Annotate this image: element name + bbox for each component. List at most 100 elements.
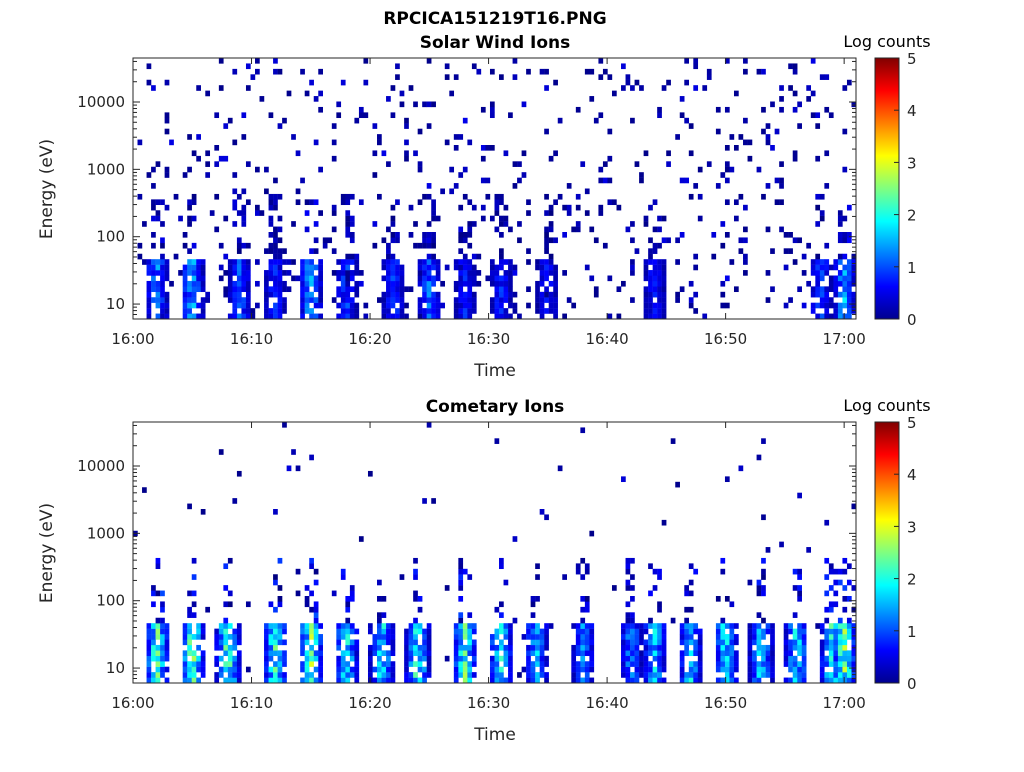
spectrogram-cell [236,275,242,282]
spectrogram-cell [810,58,816,64]
spectrogram-cell [367,623,373,629]
spectrogram-cell [797,639,802,646]
spectrogram-cell [499,623,504,629]
spectrogram-cell [155,623,161,629]
spectrogram-cell [544,672,549,678]
spectrogram-cell [851,606,857,613]
spectrogram-cell [273,248,278,254]
spectrogram-cell [440,302,445,309]
spectrogram-cell [729,672,735,678]
spectrogram-cell [693,264,699,271]
spectrogram-cell [268,639,274,646]
spectrogram-cell [508,655,513,662]
spectrogram-cell [458,650,464,657]
spectrogram-cell [232,172,238,178]
spectrogram-cell [575,666,581,673]
colorbar-label: Log counts [843,32,930,51]
spectrogram-cell [503,308,509,314]
spectrogram-cell [467,644,473,651]
spectrogram-cell [151,215,156,222]
spectrogram-cell [340,623,346,629]
spectrogram-cell [824,574,830,580]
spectrogram-cell [426,275,432,282]
spectrogram-cell [724,623,730,629]
spectrogram-cell [255,68,260,75]
spectrogram-cell [151,601,156,608]
spectrogram-cell [277,634,283,640]
spectrogram-cell [697,644,703,651]
spectrogram-cell [363,79,369,86]
spectrogram-cell [512,536,518,542]
spectrogram-cell [295,150,301,157]
spectrogram-cell [160,253,165,260]
spectrogram-cell [227,117,233,124]
spectrogram-cell [345,639,351,646]
spectrogram-cell [639,661,644,667]
spectrogram-cell [733,666,739,673]
spectrogram-cell [404,313,409,320]
spectrogram-cell [191,297,197,303]
spectrogram-cell [467,672,473,678]
spectrogram-cell [372,644,378,651]
spectrogram-cell [535,286,540,293]
spectrogram-cell [625,677,631,684]
spectrogram-cell [218,655,224,662]
spectrogram-cell [304,264,310,271]
spectrogram-cell [539,634,545,640]
spectrogram-cell [657,568,662,575]
spectrogram-cell [544,237,549,244]
spectrogram-cell [331,123,337,129]
spectrogram-cell [282,302,287,309]
spectrogram-cell [340,568,346,575]
spectrogram-cell [309,661,314,667]
spectrogram-cell [819,74,825,80]
spectrogram-cell [824,519,830,526]
spectrogram-cell [494,628,500,635]
spectrogram-cell [340,650,346,657]
spectrogram-cell [797,666,802,673]
spectrogram-cell [277,623,283,629]
spectrogram-cell [630,650,635,657]
spectrogram-cell [241,302,247,309]
spectrogram-cell [273,242,278,249]
spectrogram-cell [661,644,667,651]
colorbar [874,421,900,684]
spectrogram-cell [589,677,595,684]
spectrogram-cell [245,270,251,276]
spectrogram-cells [137,58,857,320]
plot-frame [132,57,857,320]
spectrogram-cell [453,286,459,293]
spectrogram-cell [815,155,821,162]
spectrogram-cell [417,677,423,684]
spectrogram-cell [494,308,500,314]
spectrogram-cell [489,101,495,108]
spectrogram-cell [377,579,382,586]
spectrogram-cell [395,232,400,238]
spectrogram-cell [797,628,802,635]
spectrogram-cell [526,199,531,206]
spectrogram-cell [630,270,635,276]
spectrogram-cell [648,275,653,282]
spectrogram-cell [553,308,558,314]
spectrogram-cell [489,259,495,265]
spectrogram-cell [508,297,513,303]
spectrogram-cell [512,74,518,80]
spectrogram-cell [806,85,812,91]
spectrogram-cell [268,193,274,200]
spectrogram-cell [815,221,821,227]
spectrogram-cell [273,232,278,238]
spectrogram-cell [630,672,635,678]
spectrogram-cell [634,655,640,662]
spectrogram-cell [200,623,206,629]
spectrogram-cell [756,166,762,173]
spectrogram-cell [648,259,653,265]
spectrogram-cell [336,101,342,108]
spectrogram-cell [720,661,726,667]
spectrogram-cell [381,596,387,602]
spectrogram-cell [539,655,545,662]
spectrogram-cell [837,232,843,238]
spectrogram-cell [309,563,314,570]
spectrogram-cell [223,623,229,629]
spectrogram-cell [372,150,378,157]
spectrogram-cell [756,585,762,591]
